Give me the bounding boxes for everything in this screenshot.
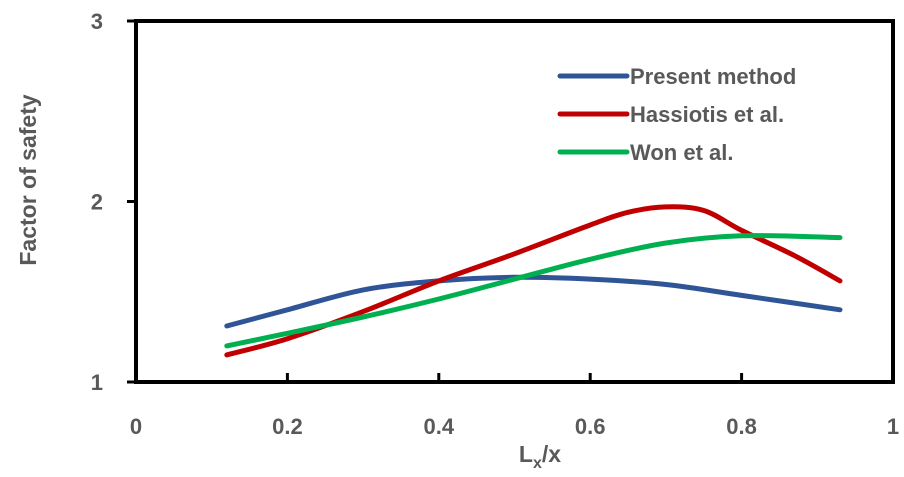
tick-labels: 0 0.2 0.4 0.6 0.8 1 1 2 3 xyxy=(91,9,899,439)
y-tick-label: 2 xyxy=(91,190,103,215)
x-axis-title: Lx/x xyxy=(519,441,561,472)
legend-label-won-et-al: Won et al. xyxy=(630,140,734,165)
series-line-present-method xyxy=(224,274,843,329)
legend-label-present-method: Present method xyxy=(630,64,796,89)
y-tick-label: 3 xyxy=(91,9,103,34)
x-tick-label: 0.8 xyxy=(726,414,757,439)
series-line-hassiotis-et-al xyxy=(224,204,843,358)
y-axis-title: Factor of safety xyxy=(15,94,41,265)
x-tick-label: 0.2 xyxy=(272,414,303,439)
x-tick-label: 0.6 xyxy=(575,414,606,439)
x-tick-label: 0 xyxy=(130,414,142,439)
series-line-won-et-al xyxy=(224,233,843,349)
x-axis-title-subscript: x xyxy=(533,455,542,472)
x-tick-label: 1 xyxy=(887,414,899,439)
y-tick-label: 1 xyxy=(91,370,103,395)
x-axis-title-tail: /x xyxy=(542,441,561,467)
x-tick-label: 0.4 xyxy=(424,414,455,439)
legend-label-hassiotis-et-al: Hassiotis et al. xyxy=(630,102,784,127)
tick-marks xyxy=(127,19,895,384)
legend: Present method Hassiotis et al. Won et al. xyxy=(557,64,796,165)
series-layer xyxy=(224,204,843,358)
x-axis-title-main: L xyxy=(519,441,533,467)
